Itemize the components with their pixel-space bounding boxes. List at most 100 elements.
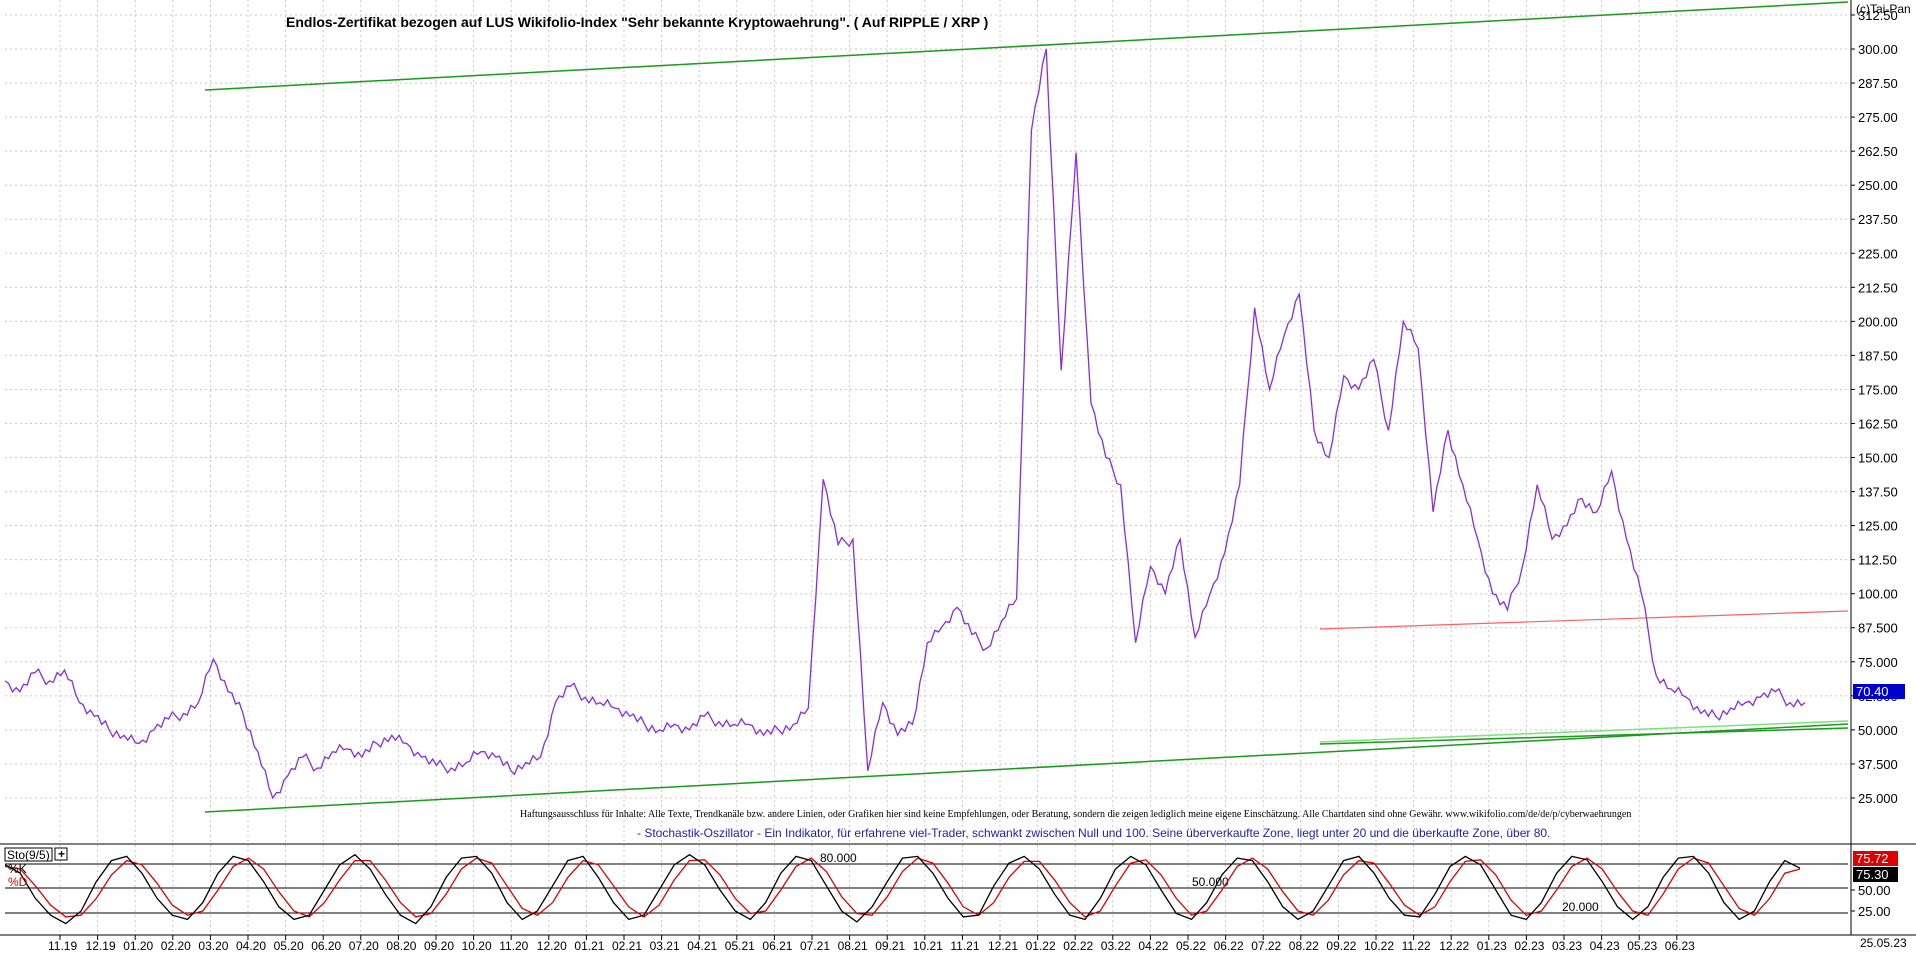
chart-title: Endlos-Zertifikat bezogen auf LUS Wikifo… bbox=[286, 14, 988, 30]
price-line bbox=[4, 48, 1806, 800]
y-tick-label: 200.00 bbox=[1858, 314, 1898, 329]
x-tick-label: 12.21 bbox=[988, 939, 1018, 952]
x-tick-label: 01.23 bbox=[1477, 939, 1507, 952]
oscillator-yticks: 25.00 50.00 bbox=[1851, 883, 1891, 919]
x-tick-label: 10.22 bbox=[1364, 939, 1394, 952]
y-tick-label: 312.50 bbox=[1858, 8, 1898, 23]
x-tick-label: 11.21 bbox=[950, 939, 979, 952]
last-value-text: 70.40 bbox=[1856, 684, 1889, 699]
expand-button[interactable] bbox=[54, 847, 68, 861]
x-tick-label: 06.21 bbox=[762, 939, 792, 952]
x-tick-label: 10.20 bbox=[462, 939, 492, 952]
main-grid bbox=[5, 0, 1848, 935]
plus-icon: + bbox=[58, 847, 65, 861]
date-label: 25.05.23 bbox=[1860, 936, 1907, 950]
x-tick-label: 06.22 bbox=[1214, 939, 1244, 952]
x-tick-label: 02.21 bbox=[612, 939, 642, 952]
x-tick-label: 04.23 bbox=[1590, 939, 1620, 952]
x-tick-label: 05.22 bbox=[1176, 939, 1206, 952]
trendlines bbox=[204, 1, 1849, 813]
level-label-80: 80.000 bbox=[820, 851, 857, 865]
main-panel: 25.00037.50050.00062.50075.00087.500100.… bbox=[4, 0, 1911, 935]
x-tick-label: 03.23 bbox=[1552, 939, 1582, 952]
x-tick-label: 02.23 bbox=[1514, 939, 1544, 952]
y-tick-label: 150.00 bbox=[1858, 451, 1898, 466]
x-tick-label: 05.23 bbox=[1627, 939, 1657, 952]
y-tick-label: 162.50 bbox=[1858, 416, 1898, 431]
x-tick-label: 11.19 bbox=[48, 939, 77, 952]
x-tick-label: 10.21 bbox=[913, 939, 943, 952]
y-tick-label: 212.50 bbox=[1858, 280, 1898, 295]
copyright-label: (c)Tai-Pan bbox=[1856, 2, 1911, 16]
light-green-line bbox=[1319, 720, 1849, 743]
x-tick-label: 04.22 bbox=[1138, 939, 1168, 952]
x-tick-label: 01.21 bbox=[574, 939, 604, 952]
y-tick-label: 300.00 bbox=[1858, 42, 1898, 57]
y-tick-label: 87.500 bbox=[1858, 621, 1898, 636]
level-label-20: 20.000 bbox=[1562, 900, 1599, 914]
y-tick-label: 237.50 bbox=[1858, 212, 1898, 227]
legend-k: %K bbox=[8, 862, 27, 876]
upper-trendline bbox=[204, 1, 1849, 91]
x-tick-label: 09.20 bbox=[424, 939, 454, 952]
x-tick-label: 12.22 bbox=[1439, 939, 1469, 952]
y-tick-label: 262.50 bbox=[1858, 144, 1898, 159]
y-tick-label: 112.50 bbox=[1858, 553, 1897, 568]
last-value-badge: 70.40 bbox=[1853, 684, 1905, 699]
x-tick-label: 12.20 bbox=[537, 939, 567, 952]
x-tick-label: 02.20 bbox=[161, 939, 191, 952]
stoch-last-d: 75.30 bbox=[1856, 867, 1889, 882]
stoch-d-badge: 75.30 bbox=[1853, 867, 1898, 882]
x-tick-label: 06.20 bbox=[311, 939, 341, 952]
y-tick-label: 125.00 bbox=[1858, 519, 1898, 534]
x-tick-label: 08.22 bbox=[1289, 939, 1319, 952]
x-tick-label: 07.22 bbox=[1251, 939, 1281, 952]
x-tick-label: 09.21 bbox=[875, 939, 905, 952]
osc-y-tick-label: 50.00 bbox=[1858, 883, 1891, 898]
x-tick-label: 11.20 bbox=[499, 939, 528, 952]
y-tick-label: 187.50 bbox=[1858, 348, 1898, 363]
y-tick-label: 275.00 bbox=[1858, 110, 1898, 125]
x-axis: 11.19 12.19 01.20 02.20 03.20 04.20 05.20 06.20… bbox=[48, 935, 1695, 953]
x-tick-label: 05.21 bbox=[725, 939, 755, 952]
y-tick-label: 225.00 bbox=[1858, 246, 1898, 261]
red-resistance-line bbox=[1319, 610, 1849, 630]
x-tick-label: 05.20 bbox=[274, 939, 304, 952]
y-tick-label: 25.000 bbox=[1858, 791, 1898, 806]
x-tick-label: 12.19 bbox=[86, 939, 116, 952]
x-tick-label: 01.20 bbox=[123, 939, 153, 952]
x-tick-label: 03.22 bbox=[1101, 939, 1131, 952]
y-tick-label: 50.000 bbox=[1858, 723, 1898, 738]
stoch-d-line bbox=[4, 857, 1801, 918]
lower-trendline-2 bbox=[1319, 727, 1849, 745]
stoch-k-line bbox=[4, 853, 1801, 925]
y-tick-label: 287.50 bbox=[1858, 76, 1898, 91]
x-tick-label: 11.22 bbox=[1402, 939, 1431, 952]
disclaimer: Haftungsausschluss für Inhalte: Alle Tex… bbox=[520, 809, 1631, 820]
main-yticks: 25.00037.50050.00062.50075.00087.500100.… bbox=[1851, 8, 1898, 806]
x-tick-label: 01.22 bbox=[1026, 939, 1056, 952]
x-tick-label: 08.20 bbox=[386, 939, 416, 952]
osc-y-tick-label: 25.00 bbox=[1858, 904, 1891, 919]
y-tick-label: 100.00 bbox=[1858, 587, 1898, 602]
oscillator-title: Sto(9/5) bbox=[7, 848, 50, 862]
oscillator-header: Sto(9/5) + %K %D bbox=[4, 847, 68, 889]
x-tick-label: 03.20 bbox=[198, 939, 228, 952]
x-tick-label: 03.21 bbox=[650, 939, 680, 952]
x-tick-label: 08.21 bbox=[838, 939, 868, 952]
y-tick-label: 175.00 bbox=[1858, 382, 1898, 397]
x-tick-label: 04.21 bbox=[687, 939, 717, 952]
legend-d: %D bbox=[8, 875, 28, 889]
y-tick-label: 37.500 bbox=[1858, 757, 1898, 772]
lower-trendline bbox=[204, 723, 1849, 813]
x-tick-label: 02.22 bbox=[1063, 939, 1093, 952]
stoch-k-badge: 75.72 bbox=[1853, 851, 1898, 866]
x-tick-label: 06.23 bbox=[1665, 939, 1695, 952]
oscillator-description: - Stochastik-Oszillator - Ein Indikator,… bbox=[637, 826, 1550, 840]
stoch-last-k: 75.72 bbox=[1856, 851, 1889, 866]
x-tick-label: 07.20 bbox=[349, 939, 379, 952]
x-tick-label: 07.21 bbox=[800, 939, 830, 952]
y-tick-label: 137.50 bbox=[1858, 485, 1898, 500]
